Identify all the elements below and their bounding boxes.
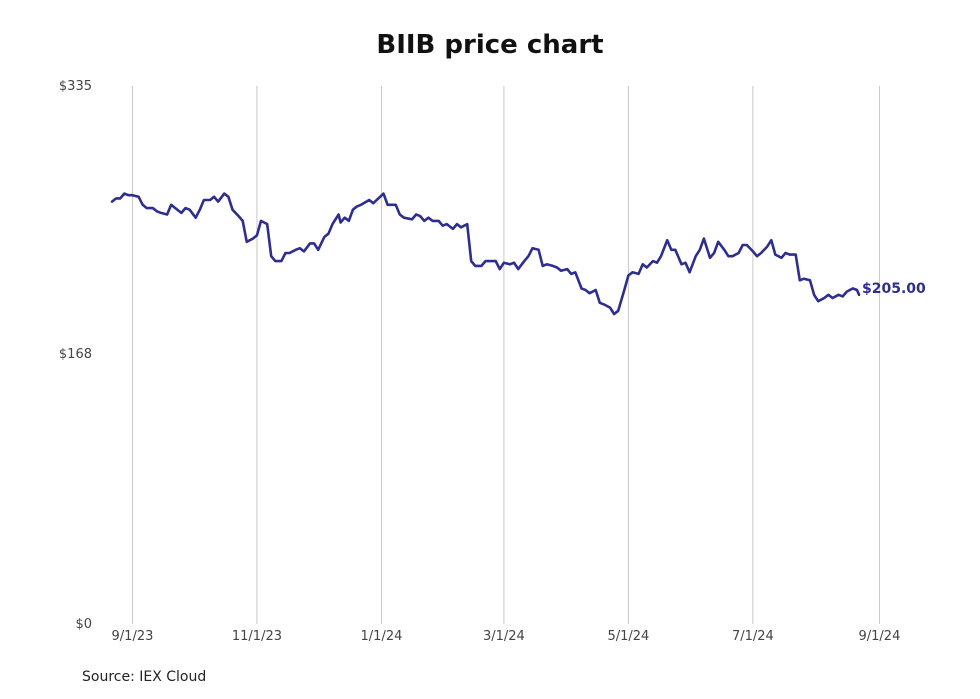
last-price-label: $205.00	[862, 281, 926, 297]
y-axis-ticks: $0 $168 $335	[59, 79, 92, 632]
grid-lines	[131, 86, 880, 624]
x-axis-ticks: 9/1/23 11/1/23 1/1/24 3/1/24 5/1/24 7/1/24 9/1…	[112, 629, 901, 644]
price-line-chart: $0 $168 $335 9/1/23 11/1/23 1/1/24 3/1/24 5/1/…	[59, 79, 926, 644]
x-tick-label: 9/1/24	[859, 629, 901, 644]
x-tick-label: 5/1/24	[607, 629, 649, 644]
price-series-line	[110, 192, 861, 316]
x-tick-label: 11/1/23	[232, 629, 282, 644]
y-tick-label: $0	[75, 617, 92, 632]
x-tick-label: 7/1/24	[732, 629, 774, 644]
y-tick-label: $168	[59, 347, 92, 362]
y-tick-label: $335	[59, 79, 92, 94]
x-tick-label: 1/1/24	[361, 629, 403, 644]
chart-title: BIIB price chart	[376, 30, 604, 60]
chart-source: Source: IEX Cloud	[82, 669, 207, 685]
x-tick-label: 3/1/24	[483, 629, 525, 644]
x-tick-label: 9/1/23	[112, 629, 154, 644]
